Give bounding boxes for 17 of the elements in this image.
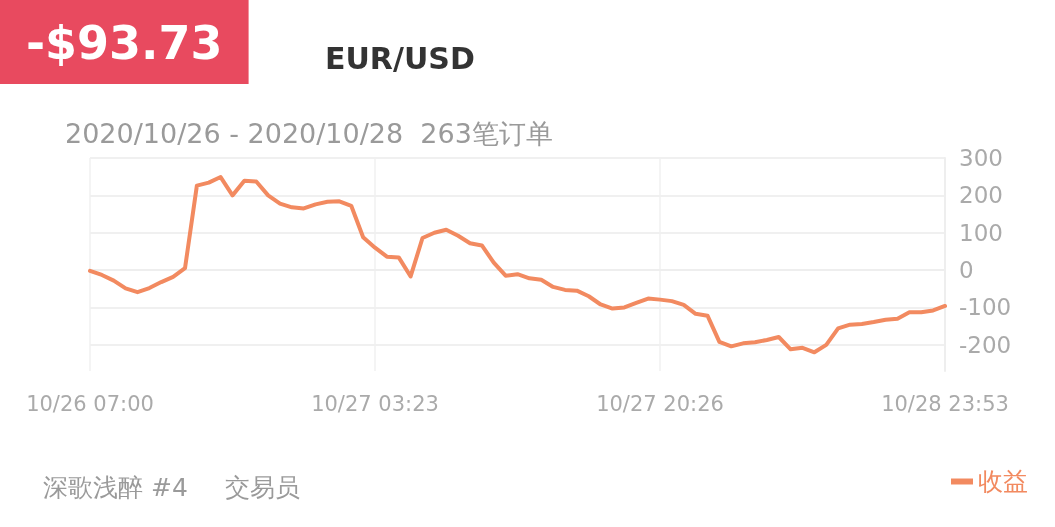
- legend-label: 收益: [978, 467, 1028, 496]
- chart-subtitle: EUR/USD: [325, 40, 475, 76]
- text: 深歌浅醉 #4: [43, 473, 188, 502]
- y-tick-label: 100: [959, 219, 1003, 246]
- y-tick-label: -100: [959, 294, 1012, 321]
- y-tick-label: 300: [959, 145, 1003, 171]
- y-tick-label: -200: [959, 331, 1012, 358]
- x-tick-label: 10/27 03:23: [311, 391, 439, 416]
- y-tick-label: 200: [959, 182, 1003, 209]
- x-tick-label: 10/26 07:00: [26, 391, 154, 416]
- y-tick-label: 0: [959, 257, 974, 284]
- line-series: [88, 175, 947, 355]
- x-tick-label: 10/28 23:53: [881, 391, 1009, 416]
- chart-title: -$93.73: [26, 16, 223, 70]
- x-tick-label: 10/27 20:26: [596, 391, 724, 416]
- text: 2020/10/26 - 2020/10/28 263笔订单: [65, 118, 553, 149]
- text: 交易员: [225, 473, 300, 502]
